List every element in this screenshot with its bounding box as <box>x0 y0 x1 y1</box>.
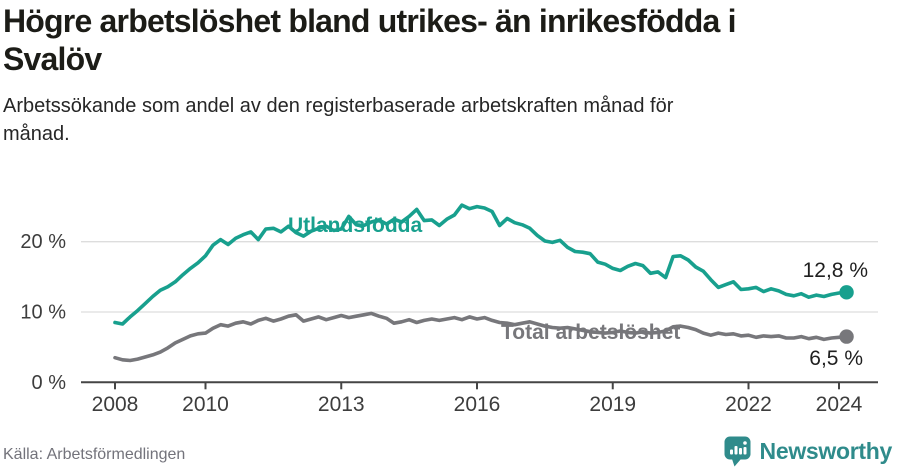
x-tick-label-2010: 2010 <box>182 393 229 416</box>
x-tick-label-2008: 2008 <box>92 393 139 416</box>
x-axis-labels: 2008 2010 2013 2016 2019 2022 2024 <box>92 393 863 416</box>
unemployment-line-chart-svg: 0 % 10 % 20 % 2008 2010 2013 2016 2019 2022 2024… <box>20 203 878 416</box>
page-subtitle: Arbetssökande som andel av den registerb… <box>3 95 674 145</box>
newsworthy-logo-icon <box>724 436 751 467</box>
chart-header: Högre arbetslöshet bland utrikes- än inr… <box>3 2 895 148</box>
end-value-label-total: 6,5 % <box>809 347 863 370</box>
x-tick-label-2013: 2013 <box>318 393 365 416</box>
x-tick-label-2024: 2024 <box>816 393 863 416</box>
y-tick-label-0: 0 % <box>32 372 67 394</box>
y-tick-label-20: 20 % <box>20 231 66 253</box>
gridlines <box>81 241 878 313</box>
y-axis-labels: 0 % 10 % 20 % <box>20 231 66 394</box>
y-tick-label-10: 10 % <box>20 302 66 324</box>
chart-footer: Källa: Arbetsförmedlingen Newsworthy <box>0 436 900 470</box>
x-tick-label-2016: 2016 <box>454 393 501 416</box>
series-line-utlandsfodda <box>113 203 849 326</box>
series-end-dot-total <box>839 329 854 344</box>
source-credit: Källa: Arbetsförmedlingen <box>3 446 186 463</box>
series-lines <box>113 203 854 363</box>
x-tick-label-2019: 2019 <box>589 393 636 416</box>
line-chart: 0 % 10 % 20 % 2008 2010 2013 2016 2019 2022 2024… <box>0 170 900 440</box>
series-labels: Utlandsfödda 12,8 % Total arbetslöshet 6,5 … <box>288 214 868 370</box>
newsworthy-brand[interactable]: Newsworthy <box>724 436 892 467</box>
page-title: Högre arbetslöshet bland utrikes- än inr… <box>3 3 737 77</box>
series-label-total: Total arbetslöshet <box>501 321 680 344</box>
end-value-label-utlandsfodda: 12,8 % <box>803 259 868 282</box>
x-tick-label-2022: 2022 <box>725 393 772 416</box>
series-label-utlandsfodda: Utlandsfödda <box>288 214 422 237</box>
series-line-total <box>113 311 849 363</box>
series-end-dot-utlandsfodda <box>839 285 854 300</box>
x-axis <box>81 381 878 390</box>
newsworthy-brand-name: Newsworthy <box>759 438 893 464</box>
